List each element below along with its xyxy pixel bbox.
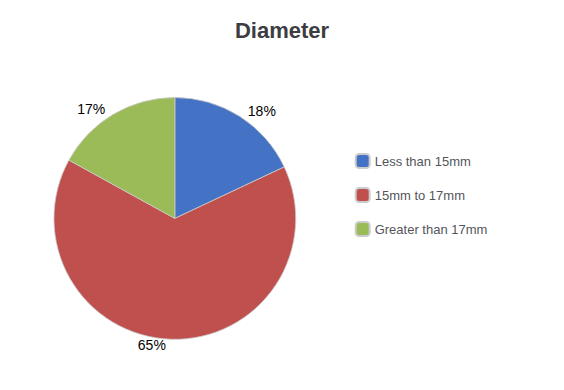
svg-text:65%: 65% [138, 337, 166, 353]
svg-text:17%: 17% [77, 101, 105, 117]
svg-text:15mm to 17mm: 15mm to 17mm [375, 188, 465, 203]
svg-text:Greater than 17mm: Greater than 17mm [375, 222, 488, 237]
svg-text:Less than 15mm: Less than 15mm [375, 154, 471, 169]
svg-text:Diameter: Diameter [235, 18, 330, 43]
svg-text:18%: 18% [248, 103, 276, 119]
